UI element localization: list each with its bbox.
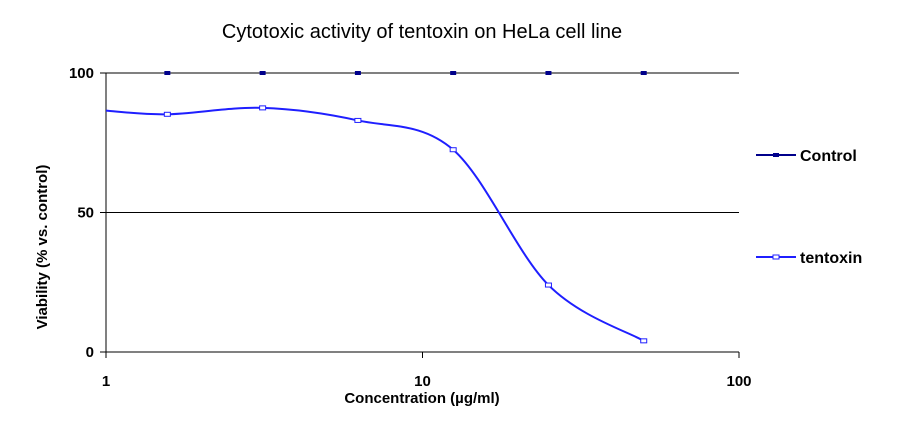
y-tick-label: 50 [77,205,94,222]
data-point-control [354,71,361,75]
series-tentoxin [105,105,648,344]
data-point-tentoxin [163,111,171,117]
legend-label-control: Control [800,148,857,165]
chart-title: Cytotoxic activity of tentoxin on HeLa c… [222,21,622,43]
legend-label-tentoxin: tentoxin [800,250,862,267]
series-line-tentoxin [105,106,645,342]
data-point-tentoxin [640,338,648,344]
axis-ticks: 0 50 100 1 10 100 [69,65,752,390]
data-point-tentoxin [354,117,362,123]
data-point-tentoxin [259,105,267,111]
series-control [164,71,647,75]
legend-marker-control [773,153,779,157]
y-tick-label: 100 [69,65,94,82]
x-tick-label: 10 [414,373,431,390]
data-point-control [164,71,171,75]
data-point-control [450,71,457,75]
x-axis-title: Concentration (µg/ml) [344,390,499,407]
y-axis-title: Viability (% vs. control) [34,165,51,330]
y-tick-label: 0 [86,344,94,361]
data-point-tentoxin [449,147,457,153]
legend-marker-tentoxin [772,254,780,260]
series-lines [105,71,648,344]
x-tick-label: 1 [102,373,110,390]
data-point-control [545,71,552,75]
data-point-control [640,71,647,75]
legend: Control tentoxin [756,148,862,267]
data-point-control [259,71,266,75]
gridlines [106,72,739,213]
x-tick-label: 100 [726,373,751,390]
data-point-tentoxin [544,282,552,288]
